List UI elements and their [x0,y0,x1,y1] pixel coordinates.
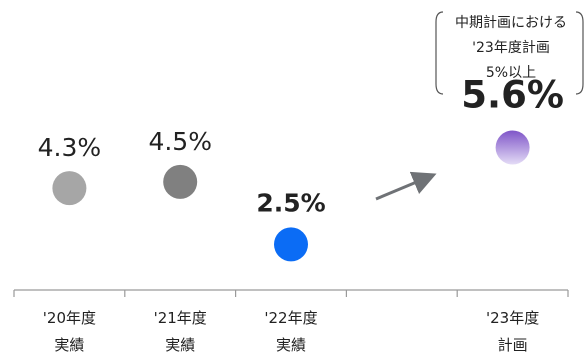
x-tick-sublabel: 実績 [165,336,195,354]
data-label: 4.3% [38,133,102,162]
data-label: 4.5% [148,127,212,156]
data-point [274,227,308,262]
data-label: 5.6% [461,74,564,117]
data-point [163,164,198,199]
x-tick-sublabel: 実績 [276,336,306,354]
x-tick-sublabel: 実績 [54,336,84,354]
annotation-line-2: '23年度計画 [472,40,550,56]
annotation-left-bracket [435,11,444,95]
trend-arrow [375,171,437,201]
annotation-line-1: 中期計画における [455,15,567,31]
x-tick-label: '21年度 [154,309,207,327]
annotation-right-bracket [575,11,584,95]
plan-annotation: 中期計画における '23年度計画 5%以上 [435,11,584,95]
data-point [52,171,87,206]
data-point [495,130,530,165]
x-tick-label: '20年度 [43,309,96,327]
data-label: 2.5% [256,188,325,217]
x-tick-sublabel: 計画 [498,336,528,354]
annotation-line-3: 5%以上 [486,65,536,81]
x-tick-label: '23年度 [486,309,539,327]
x-tick-label: '22年度 [264,309,317,327]
